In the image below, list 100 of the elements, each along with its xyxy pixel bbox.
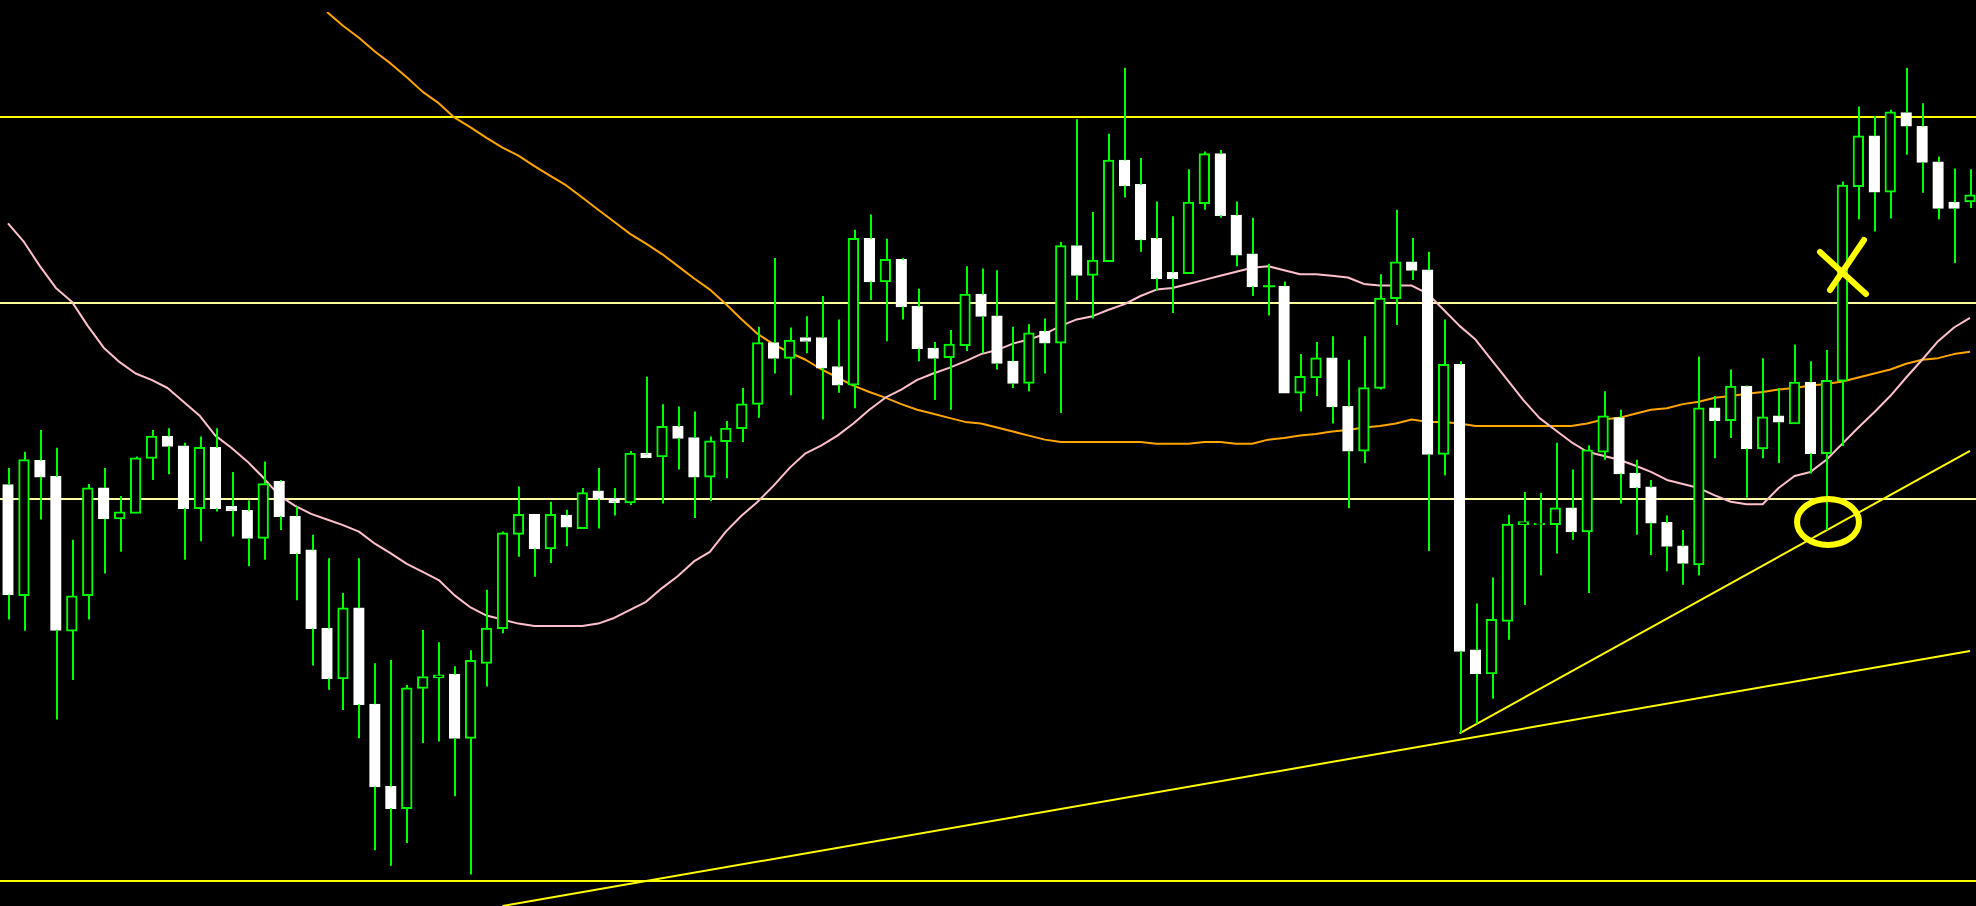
candlestick xyxy=(1007,325,1019,389)
candlestick xyxy=(672,405,684,471)
candlestick xyxy=(385,658,397,867)
candlestick xyxy=(1868,115,1880,233)
candlestick xyxy=(1772,387,1785,465)
candlestick xyxy=(337,591,349,711)
candlestick xyxy=(1756,357,1769,460)
candlestick xyxy=(1693,355,1705,577)
candlestick xyxy=(1071,118,1083,302)
candlestick xyxy=(496,530,509,635)
candlestick xyxy=(911,287,923,363)
candlestick xyxy=(1150,200,1163,292)
candlestick xyxy=(1087,211,1099,320)
candlestick xyxy=(1788,343,1801,425)
candlestick xyxy=(1501,513,1514,641)
candlestick xyxy=(177,441,190,561)
candlestick xyxy=(1709,395,1721,460)
candlestick xyxy=(1262,262,1276,317)
candlestick xyxy=(1390,208,1402,327)
candlestick xyxy=(975,267,987,355)
candlestick xyxy=(193,435,206,543)
candlestick xyxy=(736,387,748,444)
candlestick xyxy=(1804,360,1817,475)
candlestick xyxy=(1134,157,1147,253)
candlestick xyxy=(720,420,732,480)
candlestick xyxy=(1214,148,1226,219)
candlestick xyxy=(1948,167,1960,264)
candlestick xyxy=(1549,441,1561,555)
candlestick xyxy=(1741,385,1753,499)
candlestick xyxy=(1118,66,1131,199)
candlestick xyxy=(1358,335,1370,465)
candlestick xyxy=(528,514,541,578)
candlestick xyxy=(1629,458,1641,536)
candlestick xyxy=(82,483,94,621)
candlestick xyxy=(1597,390,1609,461)
candlestick xyxy=(1485,576,1498,700)
candlestick xyxy=(1677,529,1689,586)
candlestick xyxy=(863,213,876,302)
candlestick xyxy=(1342,358,1354,510)
candlestick xyxy=(305,533,317,667)
candlestick xyxy=(1581,444,1593,594)
candlestick xyxy=(1182,168,1195,275)
candlestick xyxy=(1469,602,1482,725)
candlestick xyxy=(1725,368,1737,440)
candlestick xyxy=(1565,468,1577,541)
candlestick xyxy=(1884,108,1896,220)
candlestick xyxy=(943,328,955,411)
candlestick xyxy=(464,649,477,876)
candlestick xyxy=(879,237,891,343)
candlestick xyxy=(1932,155,1944,221)
candlestick xyxy=(656,403,668,505)
candlestick xyxy=(1613,408,1625,505)
candlestick xyxy=(1374,273,1386,391)
candlestick xyxy=(480,588,493,688)
candlestick xyxy=(50,446,62,721)
candlestick xyxy=(66,538,78,682)
candlestick xyxy=(273,478,285,531)
candlestick xyxy=(1230,200,1242,268)
candlestick xyxy=(1852,105,1864,221)
candlestick xyxy=(1964,168,1976,210)
candlestick xyxy=(448,665,461,798)
candlestick xyxy=(257,460,269,561)
candlestick xyxy=(369,662,381,852)
candlestick xyxy=(18,450,30,632)
candlestick xyxy=(1916,102,1928,194)
candlestick xyxy=(1453,360,1466,735)
candlestick xyxy=(241,499,253,568)
candlestick xyxy=(927,341,939,402)
candlestick xyxy=(1326,335,1338,425)
candlestick xyxy=(1533,491,1545,577)
candlestick xyxy=(752,325,764,419)
candlestick xyxy=(1246,216,1258,298)
candlestick xyxy=(1517,491,1530,607)
candlestick xyxy=(1661,514,1673,573)
candlestick xyxy=(1820,349,1833,531)
candlestick xyxy=(895,257,907,321)
candlestick xyxy=(289,505,301,602)
candlestick xyxy=(991,269,1003,371)
candlestick xyxy=(2,466,14,621)
candlestick xyxy=(1900,66,1912,156)
candlestick xyxy=(1166,215,1179,314)
candlestick xyxy=(1198,150,1210,211)
candlestick xyxy=(1437,318,1450,477)
candlestick xyxy=(145,428,158,481)
candlestick xyxy=(1422,250,1434,552)
candlestick xyxy=(417,629,429,745)
candlestick xyxy=(1023,323,1035,393)
candlestick xyxy=(209,427,222,513)
candlestick xyxy=(321,557,333,691)
candlestick xyxy=(401,683,413,845)
candlestick xyxy=(576,487,588,530)
candlestick xyxy=(1278,280,1290,394)
candlestick xyxy=(688,410,700,519)
candlestick xyxy=(1055,240,1067,415)
candlestick xyxy=(831,318,844,394)
candlestick xyxy=(1645,478,1657,557)
candlestick xyxy=(353,557,365,740)
candlestick xyxy=(512,485,525,558)
candlestick xyxy=(815,295,828,421)
candlestick xyxy=(161,427,174,476)
